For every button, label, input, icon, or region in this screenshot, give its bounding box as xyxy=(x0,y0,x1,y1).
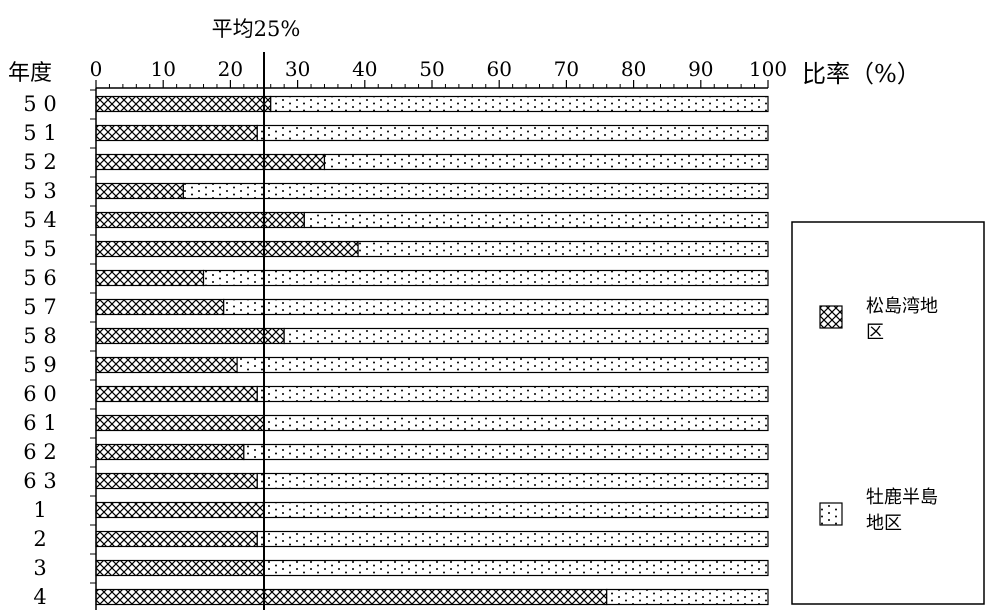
x-axis-ticks: 0 10 20 30 40 50 60 70 80 90 100 xyxy=(90,57,787,88)
y-category-label: 5 3 xyxy=(23,179,56,203)
bar-segment-matsushima xyxy=(95,356,238,374)
x-tick-label: 90 xyxy=(688,57,713,81)
y-axis-labels: 5 0 5 1 5 2 5 3 5 4 5 5 5 6 5 7 5 8 5 9 6 0 6 1 6 2 6… xyxy=(23,89,96,609)
y-category-label: 5 1 xyxy=(23,121,56,145)
legend-swatch-matsushima xyxy=(819,305,843,329)
legend-label-matsushima: 松島湾地 区 xyxy=(866,296,944,343)
bars xyxy=(95,95,769,606)
bar-segment-oshika xyxy=(323,153,769,171)
bar-segment-oshika xyxy=(256,124,769,142)
y-category-label: 5 5 xyxy=(23,237,56,261)
x-tick-label: 50 xyxy=(419,57,444,81)
bar-segment-matsushima xyxy=(95,269,205,287)
bar-segment-oshika xyxy=(256,530,769,548)
bar-segment-matsushima xyxy=(95,153,326,171)
bar-segment-oshika xyxy=(202,269,769,287)
x-tick-label: 30 xyxy=(285,57,310,81)
bar-segment-matsushima xyxy=(95,211,305,229)
x-tick-label: 80 xyxy=(621,57,646,81)
bar-segment-matsushima xyxy=(95,182,184,200)
y-category-label: 6 1 xyxy=(23,411,56,435)
chart-title: 平均25% xyxy=(212,17,301,41)
x-axis-title: 比率（%） xyxy=(802,60,921,88)
y-category-label: 6 2 xyxy=(23,440,56,464)
bar-segment-oshika xyxy=(270,95,769,113)
bar-segment-oshika xyxy=(223,298,769,316)
y-category-label: 5 4 xyxy=(23,208,56,232)
bar-segment-matsushima xyxy=(95,95,272,113)
bar-segment-oshika xyxy=(263,559,769,577)
bar-segment-matsushima xyxy=(95,588,608,606)
y-axis-title: 年度 xyxy=(8,61,52,86)
y-category-label: 5 2 xyxy=(23,150,56,174)
bar-segment-matsushima xyxy=(95,472,258,490)
x-tick-label: 20 xyxy=(218,57,243,81)
x-tick-label: 40 xyxy=(352,57,377,81)
bar-segment-oshika xyxy=(303,211,769,229)
legend-box xyxy=(791,221,985,605)
bar-segment-oshika xyxy=(283,327,769,345)
bar-segment-matsushima xyxy=(95,501,265,519)
y-category-label: 1 xyxy=(33,498,46,522)
x-tick-label: 10 xyxy=(150,57,175,81)
x-tick-label: 100 xyxy=(749,57,787,81)
bar-segment-oshika xyxy=(182,182,769,200)
bar-segment-oshika xyxy=(236,356,769,374)
bar-segment-matsushima xyxy=(95,414,265,432)
bar-segment-oshika xyxy=(357,240,769,258)
y-category-label: 5 9 xyxy=(23,353,56,377)
bar-segment-matsushima xyxy=(95,298,225,316)
y-category-label: 5 7 xyxy=(23,295,56,319)
x-tick-label: 70 xyxy=(554,57,579,81)
x-tick-label: 0 xyxy=(90,57,103,81)
bar-segment-oshika xyxy=(243,443,769,461)
legend: 松島湾地 区 牡鹿半島 地区 xyxy=(791,221,985,605)
bar-segment-oshika xyxy=(263,501,769,519)
x-tick-label: 60 xyxy=(486,57,511,81)
y-category-label: 5 8 xyxy=(23,324,56,348)
bar-segment-oshika xyxy=(606,588,769,606)
bar-segment-matsushima xyxy=(95,559,265,577)
y-category-label: 6 3 xyxy=(23,469,56,493)
bar-segment-matsushima xyxy=(95,530,258,548)
bar-segment-matsushima xyxy=(95,443,245,461)
y-category-label: 2 xyxy=(33,527,46,551)
y-category-label: 4 xyxy=(33,585,46,609)
legend-label-oshika: 牡鹿半島 地区 xyxy=(866,487,944,534)
y-category-label: 3 xyxy=(33,556,46,580)
bar-segment-matsushima xyxy=(95,124,258,142)
y-category-label: 6 0 xyxy=(23,382,56,406)
bar-segment-oshika xyxy=(256,472,769,490)
bar-segment-oshika xyxy=(256,385,769,403)
bar-segment-matsushima xyxy=(95,327,285,345)
bar-segment-matsushima xyxy=(95,240,359,258)
bar-segment-matsushima xyxy=(95,385,258,403)
y-category-label: 5 0 xyxy=(23,92,56,116)
bar-segment-oshika xyxy=(263,414,769,432)
legend-swatch-oshika xyxy=(819,502,843,526)
y-category-label: 5 6 xyxy=(23,266,56,290)
